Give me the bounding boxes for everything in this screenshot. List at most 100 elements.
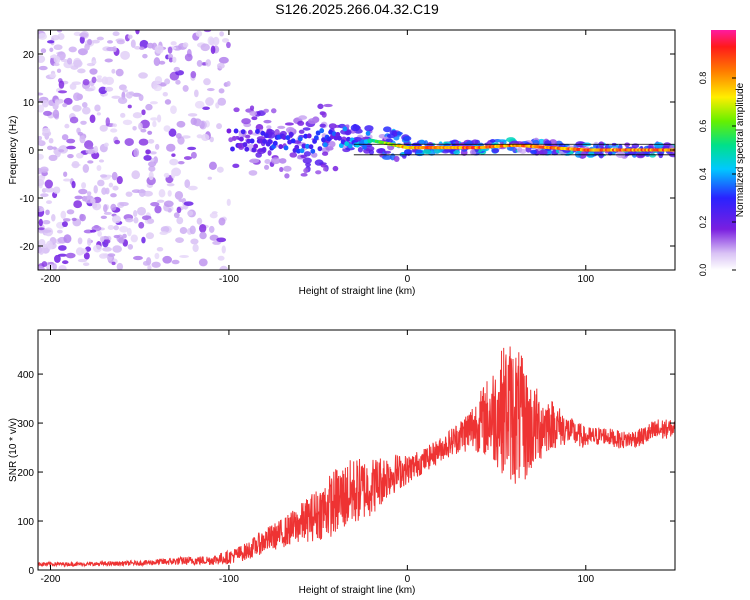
ridge-cell [301, 143, 307, 149]
spectral-blob [156, 199, 165, 203]
spectral-blob [415, 149, 423, 154]
spectral-blob [94, 104, 101, 112]
spectral-blob [163, 200, 174, 208]
ridge-cell [360, 139, 366, 145]
spectral-blob [194, 100, 205, 109]
spectral-blob [85, 149, 96, 155]
spectral-blob [183, 156, 192, 160]
spectral-blob [110, 193, 117, 198]
spectral-blob [38, 138, 43, 145]
spectral-blob [176, 216, 184, 225]
spectral-blob [77, 68, 86, 74]
spectral-blob [196, 217, 203, 225]
spectral-blob [58, 245, 67, 251]
spectral-blob [82, 262, 90, 267]
spectral-blob [71, 180, 76, 189]
spectral-blob [156, 114, 162, 123]
spectral-blob [284, 122, 294, 126]
spectral-blob [624, 142, 630, 148]
spectral-blob [53, 62, 60, 67]
spectral-blob [100, 174, 108, 178]
spectral-blob [66, 145, 76, 150]
spectral-blob [173, 212, 180, 219]
spectral-blob [357, 146, 363, 153]
ridge-cell [233, 128, 239, 134]
spectral-blob [111, 68, 116, 74]
spectral-blob [77, 131, 84, 136]
spectral-blob [166, 183, 175, 187]
spectral-blob [91, 60, 97, 65]
spectral-blob [189, 225, 196, 235]
spectral-blob [205, 97, 214, 106]
spectral-blob [160, 226, 170, 233]
spectral-blob [219, 265, 229, 270]
spectral-blob [187, 210, 194, 216]
ridge-cell [290, 138, 296, 144]
y-tick-label: 200 [17, 468, 34, 479]
spectral-blob [78, 188, 88, 195]
ridge-cell [246, 138, 251, 144]
spectral-blob [52, 186, 61, 194]
snr-x-label: Height of straight line (km) [299, 585, 416, 596]
spectral-blob [179, 254, 189, 258]
spectral-blob [38, 265, 45, 270]
spectral-blob [90, 229, 97, 233]
spectral-blob [266, 131, 276, 139]
spectral-blob [187, 113, 198, 117]
spectral-blob [489, 139, 496, 143]
spectral-blob [207, 176, 212, 180]
spectral-blob [97, 230, 102, 237]
colorbar: 0.0 0.2 0.4 0.6 0.8 Normalized spectral ampl… [698, 30, 746, 276]
spectrogram-y-axis: -20 -10 0 10 20 [20, 50, 675, 253]
spectral-blob [158, 189, 166, 198]
spectral-blob [120, 112, 126, 118]
spectral-blob [124, 138, 134, 146]
y-tick-label: 10 [23, 98, 35, 109]
spectral-blob [393, 155, 400, 163]
spectral-blob [386, 133, 396, 139]
spectral-blob [138, 188, 146, 197]
spectral-blob [143, 155, 152, 161]
spectral-blob [96, 165, 102, 171]
ridge-cell [297, 136, 303, 142]
spectral-blob [128, 91, 135, 96]
spectral-blob [112, 245, 122, 253]
x-tick-label: -200 [40, 574, 60, 585]
spectral-blob [208, 161, 217, 170]
y-tick-label: 400 [17, 370, 34, 381]
spectral-blob [102, 246, 112, 252]
spectral-blob [151, 261, 161, 268]
ridge-cell [365, 130, 371, 136]
ridge-cell [337, 135, 342, 141]
spectral-blob [251, 116, 258, 121]
spectral-blob [42, 220, 51, 225]
ridge-cell [340, 139, 346, 145]
spectral-blob [216, 237, 227, 243]
ridge-cell [230, 146, 235, 152]
spectral-blob [130, 39, 136, 49]
spectral-blob [73, 59, 83, 68]
colorbar-tick-label: 0.2 [698, 216, 708, 229]
spectral-blob [209, 136, 214, 143]
spectral-blob [118, 237, 125, 244]
colorbar-tick-label: 0.6 [698, 120, 708, 133]
ridge-cell [342, 126, 348, 132]
colorbar-label: Normalized spectral amplitude [735, 82, 746, 217]
spectral-blob [653, 141, 664, 149]
ridge-cell [288, 132, 294, 138]
spectral-blob [41, 127, 51, 134]
spectral-blob [63, 234, 72, 244]
spectral-blob [147, 264, 152, 270]
spectral-blob [173, 66, 181, 72]
spectral-blob [73, 92, 81, 101]
spectral-blob [241, 118, 251, 125]
spectral-blob [267, 150, 272, 156]
colorbar-ticks: 0.0 0.2 0.4 0.6 0.8 [698, 72, 736, 276]
x-tick-label: 100 [577, 574, 594, 585]
spectral-blob [98, 86, 108, 95]
spectral-blob [127, 104, 132, 109]
spectral-blob [68, 46, 77, 53]
spectral-blob [163, 125, 171, 132]
y-tick-label: 100 [17, 517, 34, 528]
